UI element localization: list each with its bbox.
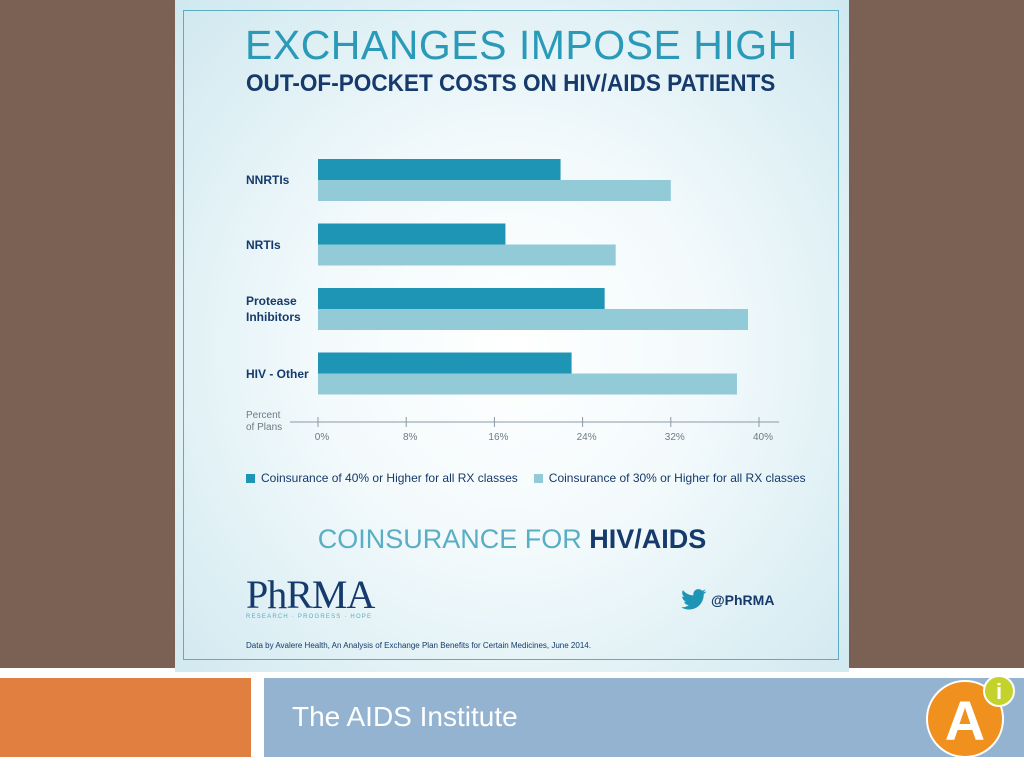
twitter-handle-group: @PhRMA xyxy=(681,589,774,611)
bar-protease-inhibitors-series-1 xyxy=(318,309,748,330)
category-label: Protease Inhibitors xyxy=(246,293,326,325)
logo-letter: A xyxy=(945,689,985,752)
twitter-bird-icon xyxy=(681,589,707,610)
category-label: NRTIs xyxy=(246,237,326,253)
x-tick-label: 8% xyxy=(403,432,418,443)
x-tick-label: 40% xyxy=(753,432,773,443)
coinsurance-heading-light: COINSURANCE FOR xyxy=(317,524,590,554)
legend-label-40: Coinsurance of 40% or Higher for all RX … xyxy=(261,471,518,485)
bar-nnrtis-series-0 xyxy=(318,159,561,180)
slide-right-panel xyxy=(849,0,1024,668)
category-label-line: Protease xyxy=(246,294,297,308)
axis-title: Percent of Plans xyxy=(246,410,296,434)
category-label-line: Inhibitors xyxy=(246,310,301,324)
x-tick-label: 24% xyxy=(577,432,597,443)
twitter-handle-text: @PhRMA xyxy=(711,592,775,608)
slide-left-panel xyxy=(0,0,175,668)
poster-title: EXCHANGES IMPOSE HIGH xyxy=(245,22,798,68)
legend-swatch-30 xyxy=(533,473,543,483)
category-label-line: NNRTIs xyxy=(246,173,290,187)
category-label-line: HIV - Other xyxy=(246,366,309,381)
legend-item-40: Coinsurance of 40% or Higher for all RX … xyxy=(246,471,518,485)
bar-chart: 0% 8% 16% 24% 32% 40% xyxy=(290,159,779,443)
category-label: NNRTIs xyxy=(246,172,326,188)
chart-legend: Coinsurance of 40% or Higher for all RX … xyxy=(246,471,806,485)
bar-hiv-other-series-0 xyxy=(318,352,572,374)
aids-institute-logo-icon: A i xyxy=(926,675,1015,758)
axis-title-line: of Plans xyxy=(246,422,283,433)
infographic-poster: EXCHANGES IMPOSE HIGH OUT-OF-POCKET COST… xyxy=(175,0,849,672)
legend-swatch-40 xyxy=(246,473,255,483)
phrma-logo-tagline: RESEARCH · PROGRESS · HOPE xyxy=(246,614,373,620)
bar-nrtis-series-0 xyxy=(318,223,506,245)
coinsurance-heading: COINSURANCE FOR HIV/AIDS xyxy=(175,524,849,555)
x-tick-label: 0% xyxy=(315,432,330,443)
phrma-logo: PhRMA RESEARCH · PROGRESS · HOPE xyxy=(246,572,375,621)
category-label-line: NRTIs xyxy=(246,237,281,252)
bar-nnrtis-series-1 xyxy=(318,180,671,201)
footer-accent-orange xyxy=(0,678,251,757)
x-tick-label: 32% xyxy=(665,432,685,443)
logo-badge: i xyxy=(996,679,1002,704)
legend-label-30: Coinsurance of 30% or Higher for all RX … xyxy=(548,471,806,485)
bar-protease-inhibitors-series-0 xyxy=(318,288,605,309)
poster-subtitle: OUT-OF-POCKET COSTS ON HIV/AIDS PATIENTS xyxy=(246,70,776,97)
x-tick-label: 16% xyxy=(488,432,508,443)
source-note: Data by Avalere Health, An Analysis of E… xyxy=(246,641,591,650)
poster-frame xyxy=(183,10,839,660)
phrma-logo-text: PhRMA xyxy=(246,572,375,617)
footer-bar xyxy=(264,678,1024,757)
bar-nrtis-series-1 xyxy=(318,244,616,266)
slide-footer-text: The AIDS Institute xyxy=(292,701,518,732)
axis-title-line: Percent xyxy=(246,410,281,421)
category-label: HIV - Other xyxy=(246,366,326,382)
legend-item-30: Coinsurance of 30% or Higher for all RX … xyxy=(533,471,806,485)
coinsurance-heading-bold: HIV/AIDS xyxy=(589,524,707,554)
bar-hiv-other-series-1 xyxy=(318,373,737,395)
